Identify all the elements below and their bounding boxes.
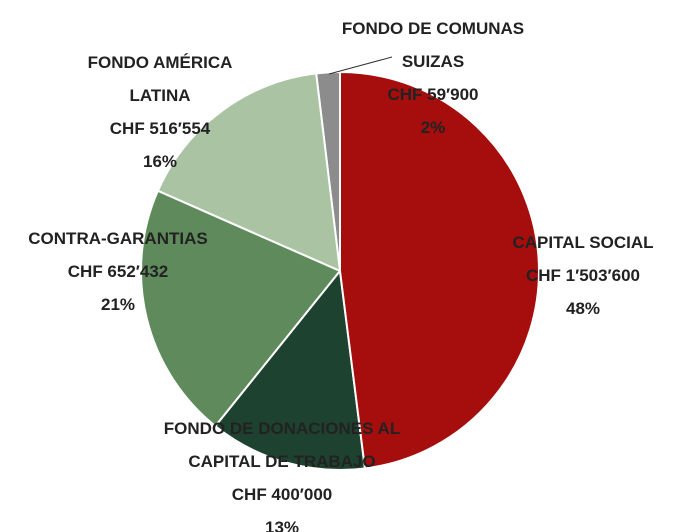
category-label: CAPITAL SOCIAL [512, 233, 654, 252]
category-label: FONDO DE COMUNAS SUIZAS [341, 19, 525, 71]
pie-slice [213, 268, 367, 471]
percent-label: 16% [142, 152, 178, 171]
amount-label: CHF 652′432 [67, 262, 169, 281]
amount-label: CHF 400′000 [231, 485, 333, 504]
pie-slice [339, 70, 540, 470]
slice-label: CAPITAL SOCIAL CHF 1′503′600 48% [483, 226, 682, 325]
percent-label: 13% [264, 518, 300, 532]
percent-label: 2% [420, 118, 446, 137]
amount-label: CHF 1′503′600 [526, 266, 640, 285]
leader-line [328, 56, 393, 75]
amount-label: CHF 516′554 [109, 119, 211, 138]
pie-slice [156, 72, 342, 273]
percent-label: 21% [100, 295, 136, 314]
category-label: FONDO AMÉRICA LATINA [87, 53, 233, 105]
slice-label: FONDO DE COMUNAS SUIZAS CHF 59′900 2% [333, 12, 533, 144]
slice-label: FONDO DE DONACIONES AL CAPITAL DE TRABAJ… [147, 412, 417, 532]
slice-label: CONTRA-GARANTIAS CHF 652′432 21% [8, 222, 228, 321]
amount-label: CHF 59′900 [387, 85, 479, 104]
percent-label: 48% [565, 299, 601, 318]
pie-slice [140, 189, 342, 428]
category-label: CONTRA-GARANTIAS [28, 229, 208, 248]
category-label: FONDO DE DONACIONES AL CAPITAL DE TRABAJ… [163, 419, 401, 471]
slice-label: FONDO AMÉRICA LATINA CHF 516′554 16% [60, 46, 260, 178]
